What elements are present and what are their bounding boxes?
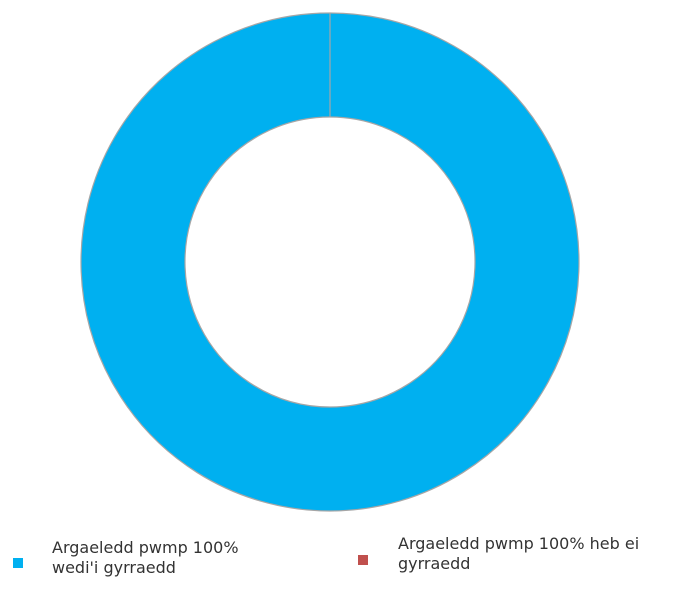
legend-label-2-line-1: Argaeledd pwmp 100% heb ei [398, 534, 639, 553]
legend-swatch-2 [358, 555, 368, 565]
chart-legend: Argaeledd pwmp 100% wedi'i gyrraeddArgael… [13, 534, 639, 577]
legend-item-2: Argaeledd pwmp 100% heb ei gyrraedd [358, 534, 639, 573]
legend-swatch-1 [13, 558, 23, 568]
legend-label-1-line-1: Argaeledd pwmp 100% [52, 538, 239, 557]
slice-1 [80, 12, 580, 512]
legend-label-2: Argaeledd pwmp 100% heb ei gyrraedd [398, 534, 639, 573]
legend-label-2-line-2: gyrraedd [398, 554, 470, 573]
legend-label-1-line-2: wedi'i gyrraedd [52, 558, 176, 577]
donut-slices [80, 12, 580, 512]
legend-item-1: Argaeledd pwmp 100% wedi'i gyrraedd [13, 538, 239, 577]
legend-label-1: Argaeledd pwmp 100% wedi'i gyrraedd [52, 538, 239, 577]
